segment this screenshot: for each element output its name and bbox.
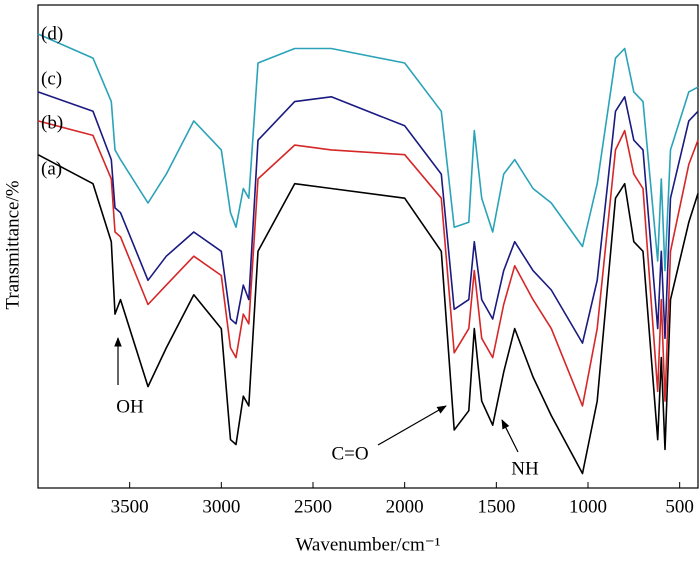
series-label: (c) <box>41 68 62 89</box>
x-tick-label: 1500 <box>477 496 515 517</box>
y-axis-label: Transmittance/% <box>2 180 23 309</box>
x-tick-label: 2500 <box>294 496 332 517</box>
series-label: (a) <box>41 158 62 179</box>
series-line <box>37 120 699 407</box>
nh-arrow <box>501 419 519 453</box>
series-label: (b) <box>41 112 63 133</box>
annotation: OH <box>116 396 144 417</box>
plot-frame <box>37 4 699 489</box>
annotation: NH <box>511 458 539 479</box>
series-line <box>37 153 699 475</box>
annotation: C=O <box>331 443 368 464</box>
x-tick-label: 1000 <box>569 496 607 517</box>
series-line <box>37 33 699 272</box>
x-axis-label: Wavenumber/cm⁻¹ <box>295 534 440 555</box>
x-tick-label: 3000 <box>202 496 240 517</box>
x-tick-label: 3500 <box>111 496 149 517</box>
co-arrow <box>377 405 447 446</box>
x-tick-label: 2000 <box>386 496 424 517</box>
series-label: (d) <box>41 23 63 44</box>
x-tick-label: 500 <box>665 496 694 517</box>
series-line <box>37 91 699 344</box>
